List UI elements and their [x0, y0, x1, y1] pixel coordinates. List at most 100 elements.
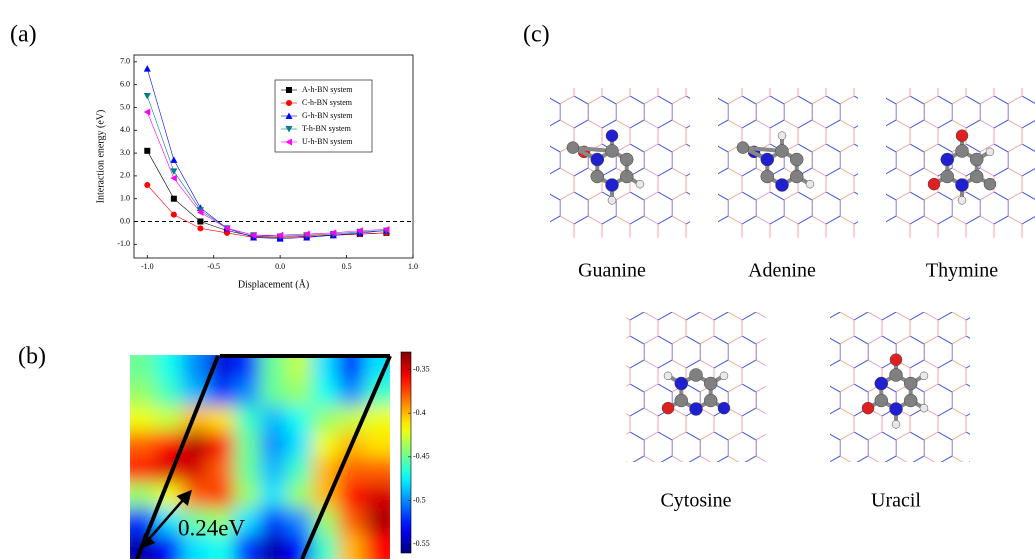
- heatmap-cell: [234, 457, 261, 483]
- hbn-lattice: [626, 312, 766, 462]
- molecule-name: Thymine: [926, 260, 998, 282]
- atom: [718, 402, 730, 414]
- atom: [620, 153, 633, 166]
- atom: [875, 394, 888, 407]
- heatmap-cell: [116, 406, 157, 432]
- atom: [690, 403, 703, 416]
- heatmap-cell: [260, 406, 287, 432]
- atom: [920, 404, 928, 412]
- legend-marker: [286, 100, 292, 106]
- heatmap-cell: [312, 381, 339, 407]
- atom: [986, 148, 994, 156]
- heatmap-cell: [234, 406, 261, 432]
- atom: [720, 372, 728, 380]
- heatmap-cell: [312, 406, 339, 432]
- annotation: 0.24eV: [178, 515, 245, 540]
- atom: [984, 178, 996, 190]
- heatmap-cell: [116, 341, 157, 381]
- heatmap-cell: [208, 483, 235, 509]
- atom: [941, 153, 954, 166]
- atom: [790, 170, 803, 183]
- marker: [144, 109, 151, 116]
- heatmap-cell: [338, 341, 365, 381]
- colorbar-tick-label: -0.55: [413, 539, 430, 548]
- heatmap-cell: [364, 432, 405, 458]
- heatmap-cell: [286, 406, 313, 432]
- atom: [776, 179, 789, 192]
- x-tick-label: 0.0: [275, 262, 285, 271]
- atom: [675, 377, 688, 390]
- marker: [170, 156, 177, 163]
- heatmap-cell: [234, 483, 261, 509]
- atom: [890, 403, 903, 416]
- y-tick-label: 6.0: [120, 79, 130, 88]
- hbn-lattice: [886, 88, 1035, 238]
- atom: [958, 196, 966, 204]
- heatmap-cell: [286, 508, 313, 534]
- y-axis-title: Interaction energy (eV): [95, 110, 106, 204]
- atom: [790, 153, 803, 166]
- heatmap-cell: [156, 381, 183, 407]
- y-tick-label: 2.0: [120, 171, 130, 180]
- heatmap-cell: [116, 457, 157, 483]
- atom: [690, 369, 703, 382]
- y-tick-label: 5.0: [120, 102, 130, 111]
- molecule-name: Uracil: [871, 490, 921, 512]
- heatmap-cell: [260, 457, 287, 483]
- heatmap-cell: [286, 341, 313, 381]
- atom: [928, 178, 940, 190]
- heatmap: 0.24eV-0.35-0.4-0.45-0.5-0.55: [116, 341, 430, 559]
- heatmap-cell: [234, 432, 261, 458]
- legend-marker: [286, 87, 292, 93]
- heatmap-cell: [338, 508, 365, 534]
- x-tick-label: 1.0: [408, 262, 418, 271]
- heatmap-cell: [286, 381, 313, 407]
- atom: [591, 153, 604, 166]
- panel-label: (b): [18, 344, 46, 370]
- colorbar-tick-label: -0.45: [413, 452, 430, 461]
- heatmap-cell: [116, 432, 157, 458]
- atom: [761, 153, 774, 166]
- y-tick-label: 7.0: [120, 57, 130, 66]
- legend-label: G-h-BN system: [302, 111, 353, 120]
- heatmap-cell: [116, 381, 157, 407]
- atom: [892, 420, 900, 428]
- atom: [606, 179, 619, 192]
- heatmap-cell: [364, 483, 405, 509]
- heatmap-cell: [234, 381, 261, 407]
- heatmap-cell: [312, 341, 339, 381]
- molecule-name: Guanine: [578, 260, 646, 282]
- atom: [806, 180, 814, 188]
- atom: [956, 179, 969, 192]
- marker: [197, 219, 203, 225]
- atom: [636, 180, 644, 188]
- atom: [675, 394, 688, 407]
- heatmap-cell: [338, 381, 365, 407]
- atom: [904, 394, 917, 407]
- atom: [608, 196, 616, 204]
- molecule-name: Adenine: [748, 260, 816, 282]
- marker: [144, 93, 151, 100]
- heatmap-cell: [338, 534, 365, 559]
- heatmap-cell: [286, 483, 313, 509]
- heatmap-cell: [338, 483, 365, 509]
- x-axis-title: Displacement (Å): [238, 278, 309, 290]
- atom: [664, 372, 672, 380]
- atom: [620, 170, 633, 183]
- atom: [956, 145, 969, 158]
- heatmap-cell: [312, 534, 339, 559]
- marker: [144, 148, 150, 154]
- heatmap-cell: [234, 341, 261, 381]
- marker: [171, 196, 177, 202]
- marker: [197, 225, 203, 231]
- atom: [778, 132, 786, 140]
- hbn-lattice: [550, 88, 690, 238]
- heatmap-cell: [182, 457, 209, 483]
- y-tick-label: 0.0: [120, 216, 130, 225]
- atom: [591, 170, 604, 183]
- heatmap-cell: [260, 534, 287, 559]
- colorbar-tick-label: -0.35: [413, 364, 430, 373]
- atom: [890, 369, 903, 382]
- legend-label: T-h-BN system: [302, 124, 352, 133]
